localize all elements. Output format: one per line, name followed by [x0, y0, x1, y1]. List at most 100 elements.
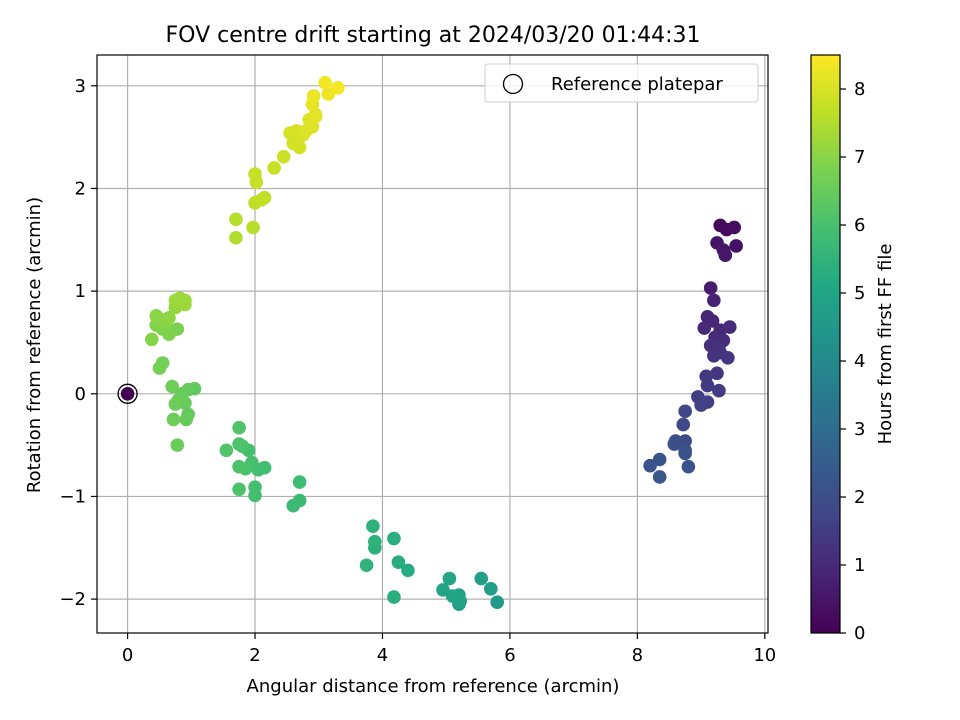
data-point — [162, 311, 176, 325]
data-points — [145, 75, 743, 612]
data-point — [490, 595, 504, 610]
data-point — [267, 161, 281, 175]
data-point — [246, 220, 260, 235]
data-point — [359, 558, 374, 573]
chart-title: FOV centre drift starting at 2024/03/20 … — [166, 23, 701, 48]
reference-point — [120, 386, 135, 401]
y-tick-label: 1 — [75, 281, 86, 302]
data-point — [232, 420, 246, 435]
x-tick-label: 4 — [377, 645, 388, 666]
colorbar-tick-label: 0 — [854, 623, 865, 644]
grid-lines — [97, 55, 768, 633]
reference-marker — [117, 383, 138, 404]
x-axis-ticks: 0 2 4 6 8 10 — [122, 633, 776, 666]
data-point — [703, 281, 718, 295]
data-point — [722, 320, 737, 334]
data-point — [318, 75, 332, 90]
data-point — [387, 531, 401, 546]
y-tick-label: 0 — [75, 384, 86, 405]
data-point — [681, 459, 696, 474]
data-point — [248, 480, 262, 495]
data-point — [292, 475, 307, 489]
legend-marker-icon — [502, 73, 524, 95]
colorbar-tick-label: 3 — [854, 419, 865, 440]
data-point — [712, 383, 726, 398]
colorbar-ticks: 0 1 2 3 4 5 6 7 8 — [840, 79, 865, 644]
data-point — [166, 412, 181, 427]
data-point — [292, 140, 307, 155]
data-point — [286, 498, 301, 513]
data-point — [676, 417, 691, 432]
data-point — [721, 351, 735, 365]
data-point — [229, 230, 243, 245]
data-point — [219, 443, 234, 458]
data-point — [700, 378, 715, 393]
data-point — [729, 239, 743, 253]
x-axis-label: Angular distance from reference (arcmin) — [247, 676, 620, 697]
data-point — [391, 555, 406, 569]
data-point — [178, 297, 192, 312]
colorbar-tick-label: 7 — [854, 147, 865, 168]
data-point — [366, 519, 380, 534]
colorbar-tick-label: 4 — [854, 351, 865, 372]
data-point — [718, 248, 733, 262]
colorbar-label: Hours from first FF file — [875, 244, 896, 445]
data-point — [165, 379, 179, 394]
data-point — [401, 563, 415, 578]
data-point — [232, 459, 246, 474]
data-point — [643, 458, 657, 473]
data-point — [276, 149, 291, 164]
data-point — [678, 404, 692, 419]
data-point — [474, 571, 489, 586]
data-point — [387, 590, 401, 604]
plot-area: 0 2 4 6 8 10 −2 −1 0 1 2 3 — [59, 54, 776, 666]
data-point — [168, 397, 183, 411]
data-point — [710, 366, 724, 381]
data-point — [232, 437, 246, 451]
data-point — [155, 356, 170, 370]
x-tick-label: 10 — [753, 645, 776, 666]
data-point — [436, 583, 450, 597]
data-point — [678, 446, 692, 461]
data-point — [484, 582, 498, 596]
y-axis-ticks: −2 −1 0 1 2 3 — [59, 76, 97, 610]
x-tick-label: 0 — [122, 645, 133, 666]
data-point — [257, 190, 272, 205]
data-point — [305, 120, 320, 134]
y-tick-label: −1 — [59, 486, 86, 507]
x-tick-label: 6 — [504, 645, 515, 666]
y-tick-label: 2 — [75, 178, 86, 199]
y-tick-label: −2 — [59, 589, 86, 610]
colorbar-tick-label: 5 — [854, 283, 865, 304]
data-point — [248, 167, 262, 181]
data-point — [331, 81, 345, 95]
colorbar-tick-label: 1 — [854, 555, 865, 576]
colorbar-gradient — [810, 54, 841, 634]
x-tick-label: 8 — [632, 645, 643, 666]
data-point — [306, 89, 321, 103]
y-axis-label: Rotation from reference (arcmin) — [24, 197, 45, 493]
data-point — [229, 212, 243, 227]
colorbar: 0 1 2 3 4 5 6 7 8 Hours from first FF file — [810, 54, 896, 644]
data-point — [694, 398, 708, 412]
data-point — [652, 470, 667, 484]
legend-box — [484, 63, 759, 103]
colorbar-tick-label: 8 — [854, 79, 865, 100]
data-point — [667, 437, 682, 451]
axes-frame — [96, 54, 769, 634]
colorbar-tick-label: 2 — [854, 487, 865, 508]
data-point — [697, 321, 712, 335]
data-point — [232, 482, 246, 497]
x-tick-label: 2 — [249, 645, 260, 666]
y-tick-label: 3 — [75, 76, 86, 97]
colorbar-tick-label: 6 — [854, 215, 865, 236]
data-point — [308, 107, 323, 122]
data-point — [442, 571, 457, 586]
data-point — [727, 220, 742, 235]
reference-ring — [117, 383, 138, 404]
data-point — [707, 293, 721, 308]
data-point — [170, 438, 185, 452]
legend-label: Reference platepar — [551, 74, 723, 95]
data-point — [145, 332, 159, 347]
